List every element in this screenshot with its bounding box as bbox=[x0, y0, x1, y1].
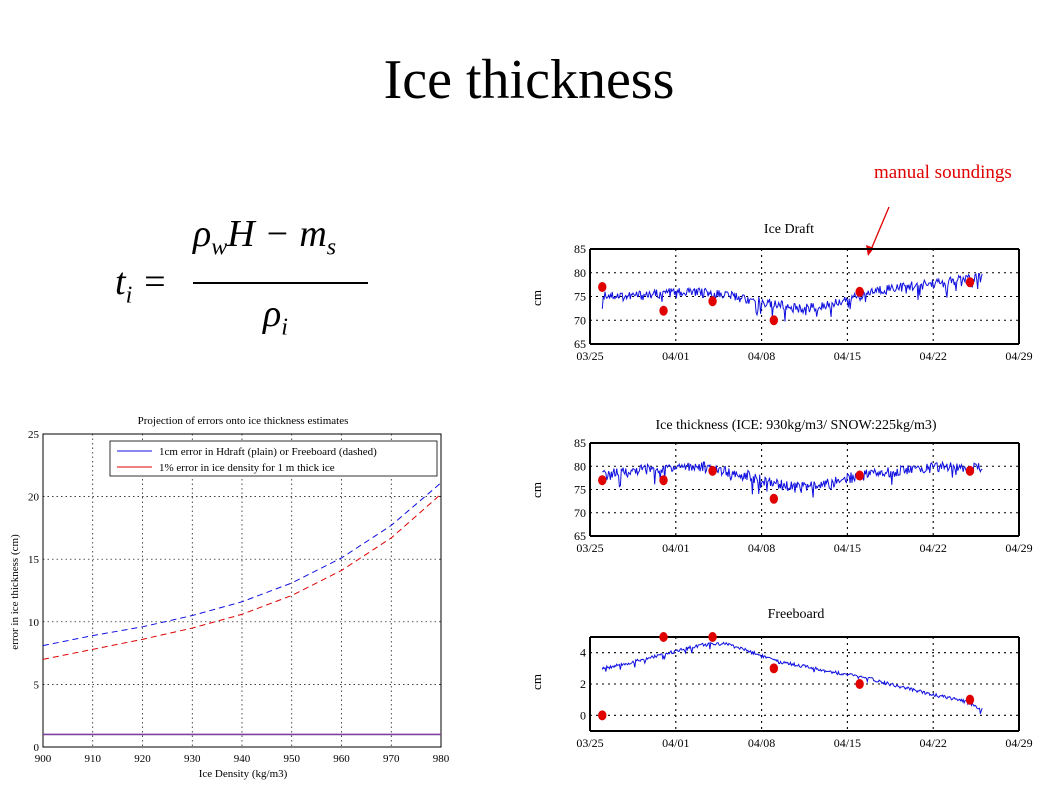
plot-area: 65 70 75 80 85 03/25 04/01 04/08 04/15 04/22 04/29 bbox=[574, 242, 1033, 363]
x-tick-label: 04/29 bbox=[1005, 349, 1032, 363]
y-tick-label: 25 bbox=[28, 429, 40, 441]
chart-title: Freeboard bbox=[768, 607, 825, 622]
equation-numerator: ρwH − ms bbox=[193, 213, 337, 261]
y-tick-label: 0 bbox=[580, 708, 586, 722]
legend-box bbox=[109, 440, 438, 477]
y-axis-label: cm bbox=[529, 674, 544, 690]
y-tick-label: 0 bbox=[34, 742, 40, 754]
x-tick-label: 900 bbox=[35, 753, 52, 765]
x-tick-label: 04/29 bbox=[1005, 541, 1032, 555]
sounding-point bbox=[598, 475, 607, 486]
x-tick-label: 970 bbox=[383, 753, 400, 765]
y-tick-label: 75 bbox=[574, 483, 586, 497]
y-tick-label: 5 bbox=[34, 679, 40, 691]
x-tick-label: 03/25 bbox=[576, 349, 603, 363]
y-tick-label: 65 bbox=[574, 529, 586, 543]
x-tick-label: 960 bbox=[333, 753, 350, 765]
sounding-point bbox=[708, 296, 717, 307]
x-tick-label: 930 bbox=[184, 753, 201, 765]
y-tick-label: 80 bbox=[574, 266, 586, 280]
legend-label-blue: 1cm error in Hdraft (plain) or Freeboard… bbox=[159, 446, 377, 458]
x-tick-label: 980 bbox=[433, 753, 450, 765]
chart-title: Ice thickness (ICE: 930kg/m3/ SNOW:225kg… bbox=[656, 418, 937, 433]
sounding-point bbox=[965, 277, 975, 288]
legend: 1cm error in Hdraft (plain) or Freeboard… bbox=[109, 440, 438, 477]
sounding-point bbox=[659, 305, 668, 316]
sounding-point bbox=[598, 710, 607, 721]
manual-soundings-label: manual soundings bbox=[874, 162, 1012, 183]
sounding-point bbox=[855, 286, 864, 297]
x-tick-label: 04/22 bbox=[920, 541, 947, 555]
y-tick-label: 70 bbox=[574, 313, 586, 327]
x-tick-label: 04/15 bbox=[834, 736, 861, 750]
y-tick-label: 65 bbox=[574, 337, 586, 351]
series-line-1 bbox=[42, 493, 442, 660]
x-tick-label: 04/01 bbox=[662, 736, 689, 750]
sounding-point bbox=[769, 493, 779, 504]
x-tick-label: 04/29 bbox=[1005, 736, 1032, 750]
y-tick-label: 15 bbox=[28, 554, 40, 566]
sounding-point bbox=[708, 632, 717, 642]
series-line bbox=[601, 273, 983, 322]
sounding-point bbox=[708, 465, 717, 476]
x-tick-label: 940 bbox=[234, 753, 251, 765]
x-tick-label: 04/15 bbox=[834, 349, 861, 363]
slide-title: Ice thickness bbox=[383, 49, 675, 111]
series-line-0 bbox=[42, 482, 442, 647]
y-tick-label: 4 bbox=[580, 646, 586, 660]
x-tick-label: 04/01 bbox=[662, 541, 689, 555]
series-line bbox=[602, 460, 983, 498]
sounding-point bbox=[769, 663, 779, 674]
y-tick-label: 2 bbox=[580, 677, 586, 691]
x-tick-label: 04/08 bbox=[748, 736, 775, 750]
x-tick-label: 950 bbox=[284, 753, 301, 765]
sounding-point bbox=[659, 632, 668, 642]
y-tick-label: 10 bbox=[28, 617, 40, 629]
x-axis-label: Ice Density (kg/m3) bbox=[199, 768, 288, 780]
y-tick-label: 70 bbox=[574, 506, 586, 520]
sounding-point bbox=[965, 694, 975, 705]
fraction-bar bbox=[193, 282, 368, 284]
sounding-point bbox=[855, 470, 864, 481]
series-line bbox=[601, 641, 983, 714]
y-axis-label: cm bbox=[529, 482, 544, 498]
sounding-point bbox=[965, 465, 975, 476]
x-tick-label: 04/01 bbox=[662, 349, 689, 363]
plot-area: 0 2 4 03/25 04/01 04/08 04/15 04/22 04/29 bbox=[576, 632, 1033, 750]
sounding-point bbox=[855, 679, 864, 689]
equation-denominator: ρi bbox=[263, 293, 288, 341]
y-tick-label: 20 bbox=[28, 492, 40, 504]
equation-lhs: ti = bbox=[115, 261, 168, 309]
legend-label-red: 1% error in ice density for 1 m thick ic… bbox=[159, 462, 335, 474]
thickness-equation: ti = ρwH − ms ρi bbox=[115, 212, 385, 341]
x-tick-label: 04/22 bbox=[920, 349, 947, 363]
chart-title: Ice Draft bbox=[764, 222, 814, 237]
x-tick-label: 04/08 bbox=[748, 349, 775, 363]
x-tick-label: 03/25 bbox=[576, 541, 603, 555]
sounding-point bbox=[659, 475, 668, 486]
sounding-point bbox=[598, 282, 607, 292]
chart-title: Projection of errors onto ice thickness … bbox=[138, 415, 349, 427]
x-tick-label: 03/25 bbox=[576, 736, 603, 750]
sounding-point bbox=[769, 315, 779, 326]
plot-frame bbox=[42, 433, 442, 748]
y-tick-label: 75 bbox=[574, 290, 586, 304]
plot-area: 900 910 920 930 940 950 960 970 980 0 5 10 15 20 25 bbox=[28, 429, 450, 765]
x-tick-label: 04/15 bbox=[834, 541, 861, 555]
x-tick-label: 04/08 bbox=[748, 541, 775, 555]
y-tick-label: 80 bbox=[574, 459, 586, 473]
x-tick-label: 910 bbox=[85, 753, 102, 765]
x-tick-label: 920 bbox=[134, 753, 151, 765]
plot-area: 65 70 75 80 85 03/25 04/01 04/08 04/15 04/22 04/29 bbox=[574, 436, 1033, 555]
y-axis-label: error in ice thickness (cm) bbox=[9, 534, 21, 650]
y-tick-label: 85 bbox=[574, 436, 586, 450]
x-tick-label: 04/22 bbox=[920, 736, 947, 750]
y-tick-label: 85 bbox=[574, 242, 586, 256]
y-axis-label: cm bbox=[529, 290, 544, 306]
